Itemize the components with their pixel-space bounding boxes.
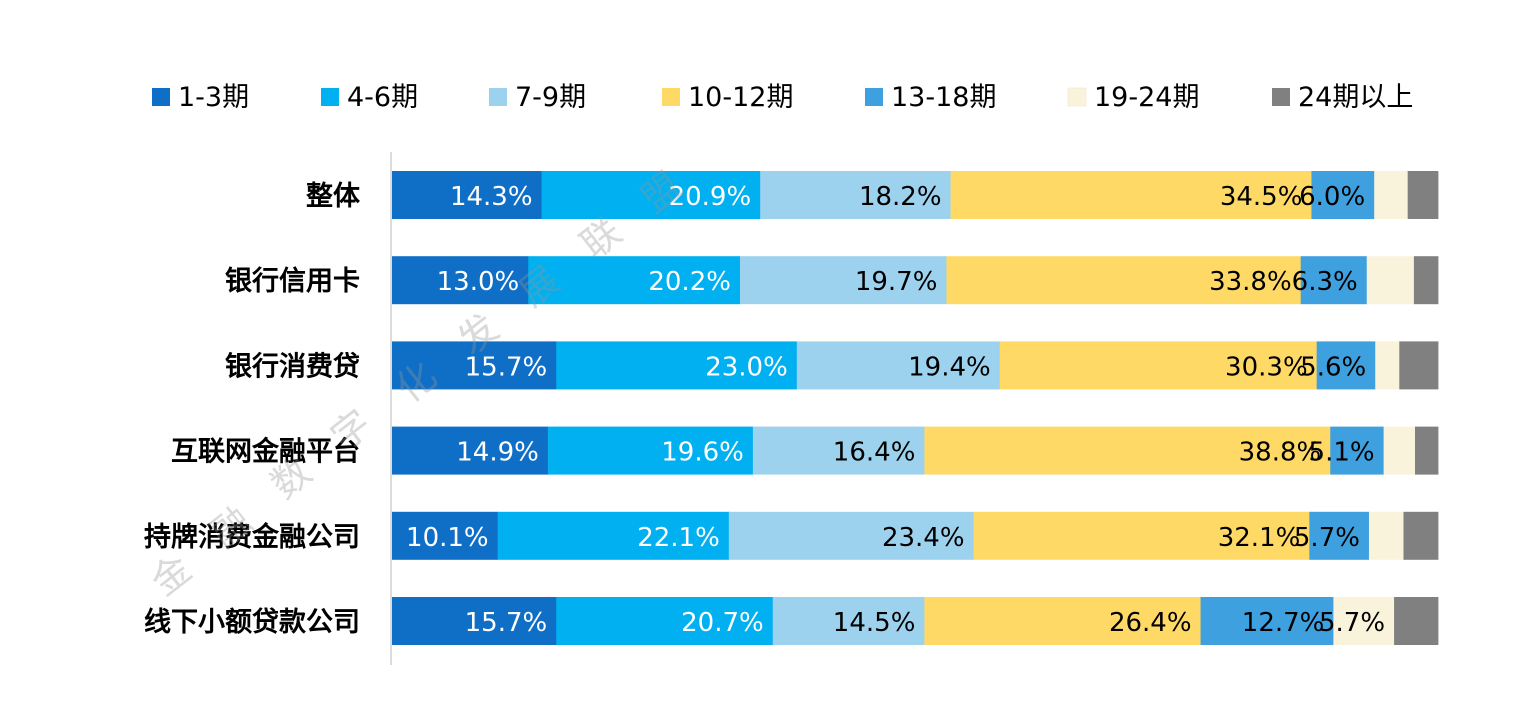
data-label: 26.4% — [1109, 608, 1192, 638]
bar-segment — [547, 426, 754, 475]
data-label: 19.7% — [855, 267, 938, 297]
data-label: 15.7% — [465, 352, 548, 382]
category-label-5: 持牌消费金融公司 — [144, 521, 360, 553]
legend-swatch-1 — [152, 88, 170, 106]
bar-segment — [1333, 597, 1395, 645]
legend-label-7: 24期以上 — [1298, 82, 1413, 113]
bar-segment — [760, 171, 951, 219]
bar-segment — [1309, 511, 1370, 560]
data-label: 33.8% — [1209, 267, 1292, 297]
bar-segment — [528, 256, 741, 305]
data-label: 14.3% — [450, 182, 533, 212]
bar-segment — [999, 341, 1318, 390]
data-labels: 14.3% 20.9% 18.2% 34.5%6.0% 13.0% 20.2% 19.7% 3… — [406, 182, 1385, 638]
legend-swatch-7 — [1272, 88, 1290, 106]
data-label: 34.5% — [1220, 182, 1303, 212]
legend-label-1: 1-3期 — [178, 82, 249, 113]
legend-swatch-4 — [662, 88, 680, 106]
bar-segment — [1311, 171, 1375, 219]
bar-segment — [1366, 256, 1415, 305]
legend-swatch-5 — [865, 88, 883, 106]
category-label-6: 线下小额贷款公司 — [144, 607, 360, 638]
bar-segment — [1414, 426, 1439, 475]
bar-series — [392, 171, 1439, 645]
data-label: 20.2% — [648, 267, 731, 297]
category-label-4: 互联网金融平台 — [171, 436, 360, 468]
legend-swatch-3 — [489, 88, 507, 106]
data-label: 32.1% — [1218, 523, 1301, 553]
data-label: 30.3% — [1225, 352, 1308, 382]
bar-segment — [1375, 341, 1400, 390]
bar-segment — [1399, 341, 1439, 390]
bar-segment — [392, 426, 549, 475]
bar-segment — [950, 171, 1312, 219]
bar-segment — [1368, 511, 1404, 560]
bar-segment — [772, 597, 925, 645]
legend-label-5: 13-18期 — [891, 82, 996, 113]
bar-segment — [752, 426, 925, 475]
bar-segment — [1374, 171, 1409, 219]
bar-segment — [1413, 256, 1439, 305]
data-label: 19.4% — [908, 352, 991, 382]
data-label: 14.9% — [456, 438, 539, 468]
bar-segment — [1330, 426, 1385, 475]
category-label-1: 整体 — [306, 181, 361, 212]
bar-segment — [946, 256, 1302, 305]
data-label: 5.7% — [1319, 608, 1385, 638]
bar-segment — [392, 256, 529, 305]
bar-segment — [796, 341, 1001, 390]
bar-segment — [924, 426, 1331, 475]
bar-segment — [1300, 256, 1368, 305]
legend-label-6: 19-24期 — [1094, 82, 1199, 113]
bar-segment — [924, 597, 1201, 645]
bar-segment — [392, 597, 557, 645]
data-label: 18.2% — [859, 182, 942, 212]
bar-segment — [1383, 426, 1416, 475]
data-label: 20.9% — [669, 182, 752, 212]
legend-label-4: 10-12期 — [688, 82, 793, 113]
data-label: 14.5% — [833, 608, 916, 638]
bar-segment — [973, 511, 1310, 560]
bar-segment — [541, 171, 761, 219]
data-label: 38.8% — [1239, 438, 1322, 468]
data-label: 5.7% — [1294, 523, 1360, 553]
bar-segment — [556, 597, 774, 645]
data-label: 22.1% — [637, 523, 720, 553]
legend-label-3: 7-9期 — [515, 82, 586, 113]
data-label: 12.7% — [1242, 608, 1325, 638]
bar-segment — [1316, 341, 1376, 390]
bar-segment — [392, 171, 542, 219]
category-label-2: 银行信用卡 — [225, 265, 360, 297]
bar-segment — [1200, 597, 1334, 645]
legend-swatch-6 — [1067, 87, 1087, 107]
bar-segment — [739, 256, 947, 305]
data-label: 6.3% — [1292, 267, 1358, 297]
legend-label-2: 4-6期 — [347, 82, 418, 113]
data-label: 15.7% — [465, 608, 548, 638]
data-label: 23.0% — [705, 352, 788, 382]
data-label: 5.1% — [1309, 438, 1375, 468]
bar-segment — [497, 511, 730, 560]
bar-segment — [1394, 597, 1439, 645]
data-label: 10.1% — [406, 523, 489, 553]
bar-segment — [1403, 511, 1439, 560]
data-label: 5.6% — [1300, 352, 1366, 382]
bar-segment — [392, 341, 557, 390]
chart-legend: 1-3期 4-6期 7-9期 10-12期 13-18期 19-24期 24期以上 — [152, 82, 1413, 113]
bar-segment — [556, 341, 798, 390]
category-label-3: 银行消费贷 — [225, 350, 360, 382]
bar-segment — [1407, 171, 1439, 219]
legend-swatch-2 — [321, 88, 339, 106]
data-label: 13.0% — [437, 267, 520, 297]
bar-segment — [392, 511, 499, 560]
data-label: 20.7% — [681, 608, 764, 638]
data-label: 6.0% — [1299, 182, 1365, 212]
data-label: 16.4% — [833, 438, 916, 468]
bar-segment — [728, 511, 974, 560]
data-label: 19.6% — [661, 438, 744, 468]
data-label: 23.4% — [882, 523, 965, 553]
